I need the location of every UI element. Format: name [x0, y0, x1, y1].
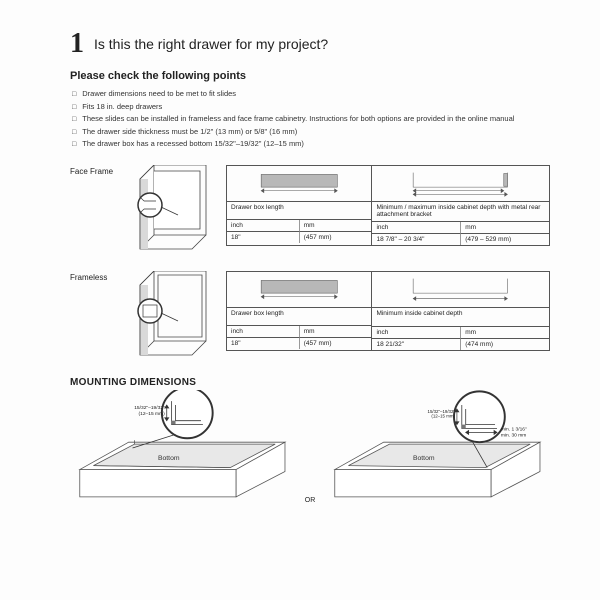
subheading: Please check the following points	[70, 70, 550, 82]
col-head: mm	[299, 326, 372, 338]
spec-row-faceframe: Face Frame	[70, 165, 550, 253]
svg-text:(12–15 mm): (12–15 mm)	[139, 410, 166, 416]
cabinet-frameless-icon	[134, 271, 212, 359]
diagram-box-icon	[227, 272, 371, 308]
cell: (474 mm)	[460, 339, 549, 350]
col-head: inch	[227, 326, 299, 338]
spec-label: Face Frame	[70, 165, 120, 176]
svg-text:15/32"–19/32": 15/32"–19/32"	[134, 404, 165, 410]
or-label: OR	[305, 497, 316, 512]
checklist-item: These slides can be installed in framele…	[72, 113, 550, 126]
table-title: Minimum / maximum inside cabinet depth w…	[372, 202, 549, 223]
bottom-label: Bottom	[158, 454, 180, 461]
step-title: Is this the right drawer for my project?	[94, 36, 328, 52]
spec-row-frameless: Frameless	[70, 271, 550, 359]
table-title: Drawer box length	[227, 308, 371, 326]
col-head: inch	[227, 220, 299, 232]
svg-text:(12–15 mm): (12–15 mm)	[432, 413, 456, 418]
cell: (457 mm)	[299, 338, 372, 349]
diagram-depth-icon	[372, 166, 549, 202]
spec-tables: Drawer box length inch mm 18" (457 mm)	[226, 271, 550, 352]
svg-text:min. 30 mm: min. 30 mm	[501, 432, 526, 438]
mounting-figure-2: Bottom min. 1 3/16" min. 30 mm 15/32"–19…	[325, 390, 550, 512]
checklist-item: Fits 18 in. deep drawers	[72, 101, 550, 114]
svg-text:Bottom: Bottom	[413, 454, 435, 461]
checklist: Drawer dimensions need to be met to fit …	[72, 88, 550, 151]
table-drawer-length: Drawer box length inch mm 18" (457 mm)	[226, 271, 372, 352]
cabinet-faceframe-icon	[134, 165, 212, 253]
col-head: inch	[372, 327, 460, 339]
checklist-item: The drawer side thickness must be 1/2" (…	[72, 126, 550, 139]
mounting-figure-1: Bottom 15/32"–19/32" (12–15 mm)	[70, 390, 295, 512]
cell: 18"	[227, 338, 299, 349]
mounting-row: Bottom 15/32"–19/32" (12–15 mm) OR	[70, 390, 550, 512]
table-cabinet-depth: Minimum / maximum inside cabinet depth w…	[372, 165, 550, 247]
table-drawer-length: Drawer box length inch mm 18" (457 mm)	[226, 165, 372, 247]
step-header: 1 Is this the right drawer for my projec…	[70, 28, 550, 60]
cell: 18 7/8" – 20 3/4"	[372, 234, 460, 245]
col-head: mm	[460, 222, 549, 234]
cell: (479 – 529 mm)	[460, 234, 549, 245]
table-title: Drawer box length	[227, 202, 371, 220]
checklist-item: Drawer dimensions need to be met to fit …	[72, 88, 550, 101]
cell: (457 mm)	[299, 232, 372, 243]
table-cabinet-depth: Minimum inside cabinet depth inch mm 18 …	[372, 271, 550, 352]
col-head: mm	[299, 220, 372, 232]
diagram-box-icon	[227, 166, 371, 202]
cell: 18 21/32"	[372, 339, 460, 350]
spec-tables: Drawer box length inch mm 18" (457 mm)	[226, 165, 550, 247]
mounting-heading: MOUNTING DIMENSIONS	[70, 377, 550, 388]
checklist-item: The drawer box has a recessed bottom 15/…	[72, 138, 550, 151]
table-title: Minimum inside cabinet depth	[372, 308, 549, 328]
cell: 18"	[227, 232, 299, 243]
spec-label: Frameless	[70, 271, 120, 282]
diagram-depth-icon	[372, 272, 549, 308]
col-head: inch	[372, 222, 460, 234]
step-number: 1	[70, 28, 84, 60]
col-head: mm	[460, 327, 549, 339]
svg-text:min. 1 3/16": min. 1 3/16"	[501, 426, 527, 432]
